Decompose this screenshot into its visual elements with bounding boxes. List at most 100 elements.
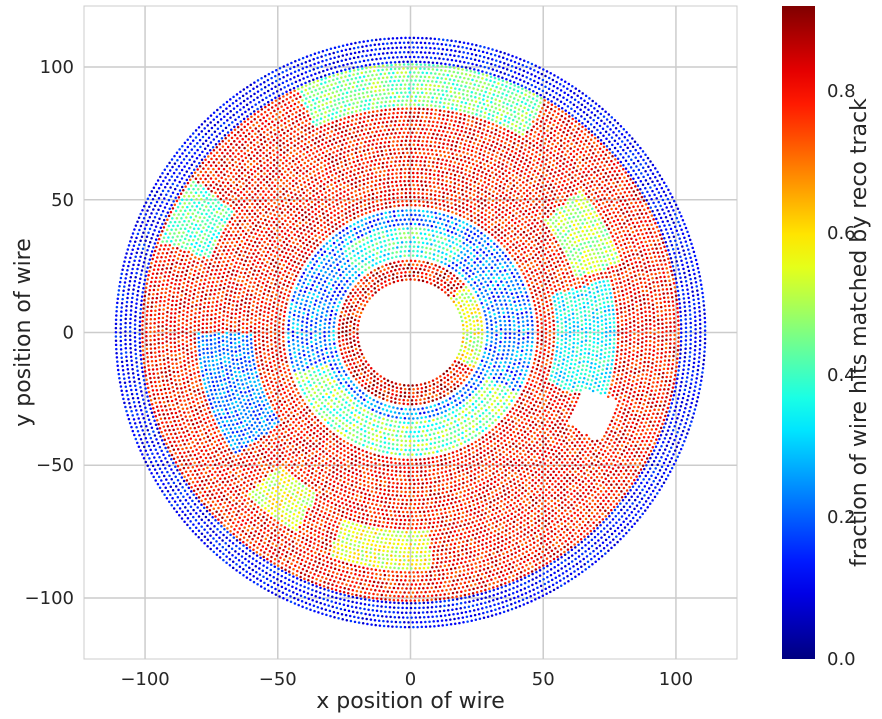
wire-point <box>446 498 450 502</box>
wire-point <box>465 401 469 405</box>
wire-point <box>328 416 332 420</box>
wire-point <box>262 411 265 414</box>
wire-point <box>497 208 501 211</box>
wire-point <box>438 203 442 206</box>
wire-point <box>534 278 537 282</box>
wire-point <box>461 486 465 489</box>
wire-point <box>560 322 564 325</box>
wire-point <box>505 406 509 409</box>
wire-point <box>456 166 460 169</box>
wire-point <box>286 298 289 301</box>
wire-point <box>506 457 509 461</box>
wire-point <box>261 296 265 300</box>
wire-point <box>394 420 398 424</box>
wire-point <box>468 405 472 409</box>
wire-point <box>313 263 316 267</box>
wire-point <box>336 405 339 408</box>
wire-point <box>380 207 384 210</box>
wire-point <box>294 274 298 278</box>
wire-point <box>354 476 358 480</box>
wire-point <box>419 462 422 465</box>
wire-point <box>522 242 525 246</box>
wire-point <box>407 249 411 253</box>
wire-point <box>270 425 274 429</box>
wire-point <box>292 313 296 317</box>
wire-point <box>479 380 483 384</box>
wire-point <box>411 466 415 470</box>
wire-point <box>275 353 279 356</box>
wire-point <box>437 445 441 448</box>
wire-point <box>361 466 365 470</box>
wire-point <box>512 452 516 456</box>
wire-point <box>552 409 556 413</box>
wire-point <box>454 222 458 226</box>
wire-point <box>557 253 560 256</box>
wire-point <box>396 439 399 442</box>
wire-point <box>373 419 376 422</box>
wire-point <box>554 354 558 357</box>
wire-point <box>570 375 574 378</box>
wire-point <box>540 330 544 334</box>
wire-point <box>564 333 568 336</box>
wire-point <box>432 464 435 468</box>
wire-point <box>280 259 284 262</box>
wire-point <box>270 418 274 422</box>
wire-point <box>288 240 291 243</box>
wire-point <box>333 301 336 305</box>
wire-point <box>443 272 447 276</box>
wire-point <box>530 440 534 444</box>
wire-point <box>386 173 390 176</box>
wire-point <box>353 322 356 326</box>
wire-point <box>510 438 514 441</box>
wire-point <box>498 199 502 202</box>
wire-point <box>258 383 261 386</box>
wire-point <box>301 364 304 368</box>
wire-point <box>500 303 503 306</box>
wire-point <box>331 191 335 195</box>
wire-point <box>314 342 318 346</box>
wire-point <box>386 451 389 454</box>
wire-point <box>518 303 522 307</box>
wire-point <box>330 309 334 313</box>
wire-point <box>417 407 420 411</box>
wire-point <box>361 259 364 263</box>
wire-point <box>515 291 518 295</box>
wire-point <box>503 434 506 437</box>
wire-point <box>330 183 333 187</box>
wire-point <box>250 342 253 345</box>
wire-point <box>488 424 491 427</box>
wire-point <box>380 282 383 285</box>
wire-point <box>335 189 338 193</box>
wire-point <box>405 259 409 263</box>
wire-point <box>473 336 476 340</box>
wire-point <box>466 333 469 336</box>
wire-point <box>317 200 320 204</box>
wire-point <box>522 202 525 205</box>
wire-point <box>500 357 504 360</box>
wire-point <box>519 373 522 376</box>
wire-point <box>467 348 470 351</box>
wire-point <box>307 309 311 312</box>
wire-point <box>271 309 274 313</box>
wire-point <box>339 470 342 473</box>
wire-point <box>460 250 463 254</box>
wire-point <box>484 289 487 292</box>
wire-point <box>458 406 462 410</box>
wire-point <box>434 211 437 215</box>
wire-point <box>482 417 485 421</box>
wire-point <box>458 200 461 204</box>
wire-point <box>335 271 338 275</box>
wire-point <box>378 182 381 186</box>
wire-point <box>282 348 286 351</box>
wire-point <box>308 433 312 437</box>
wire-point <box>243 374 246 377</box>
wire-point <box>554 423 557 426</box>
wire-point <box>494 372 498 376</box>
wire-point <box>340 488 343 491</box>
wire-point <box>532 362 536 365</box>
wire-point <box>466 266 469 270</box>
wire-point <box>331 419 335 423</box>
wire-point <box>246 347 250 351</box>
wire-point <box>266 368 270 372</box>
wire-point <box>555 293 559 296</box>
